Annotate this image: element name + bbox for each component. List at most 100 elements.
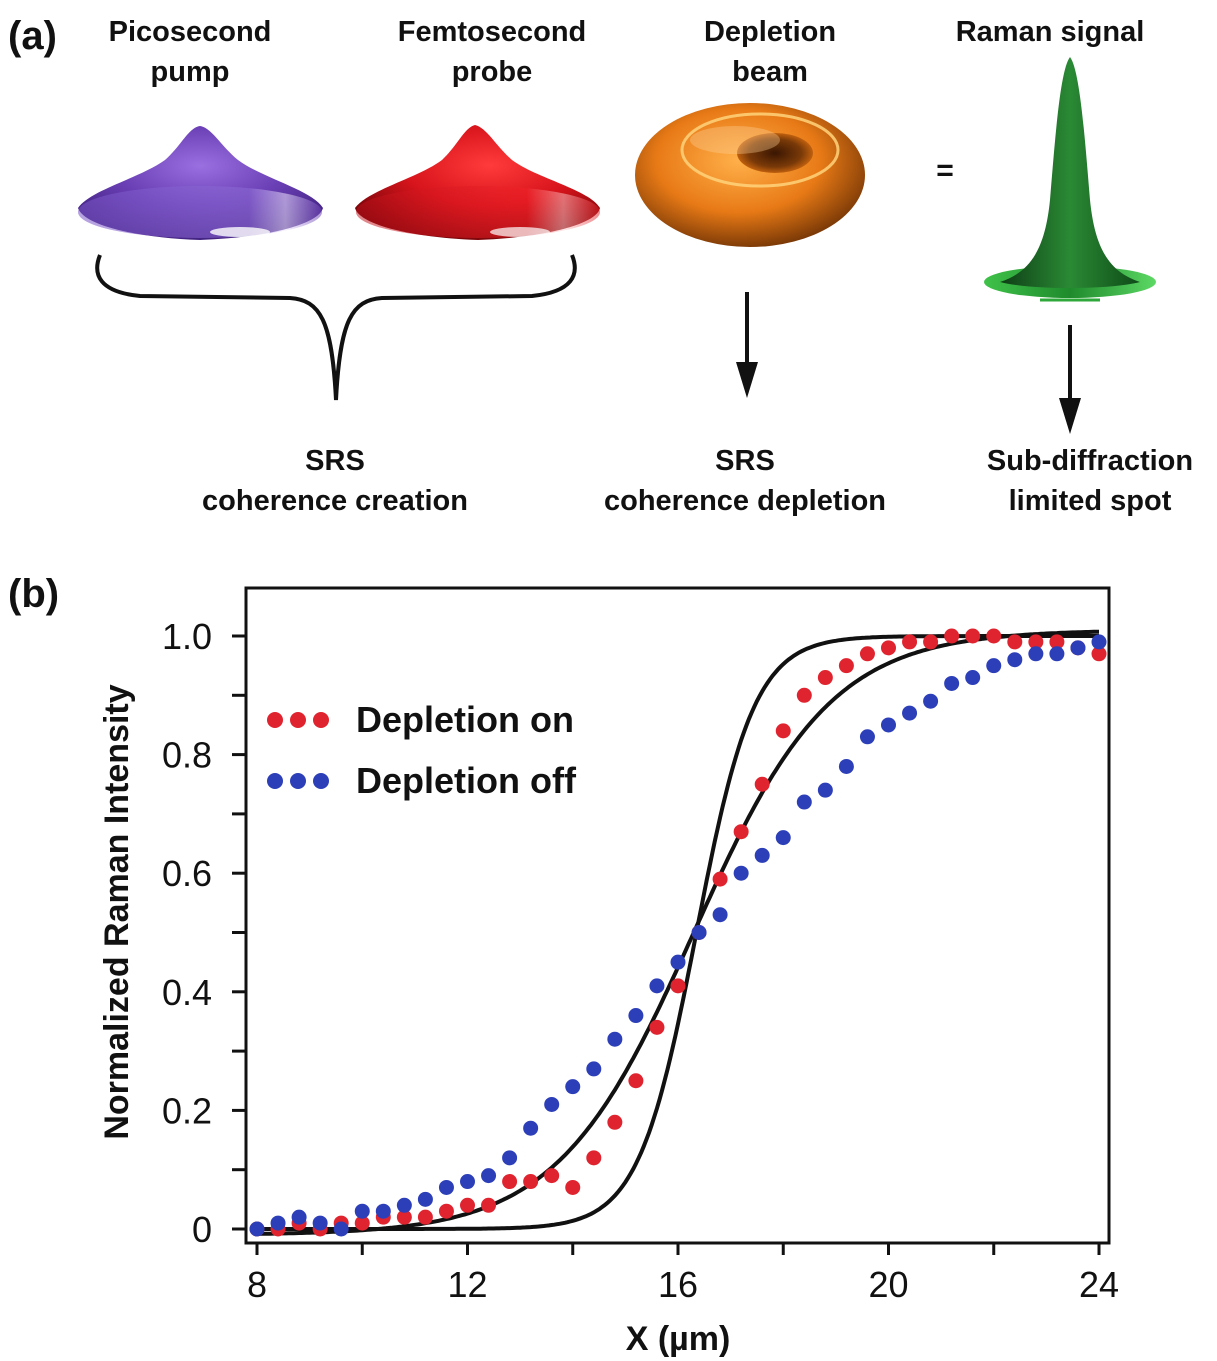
data-point-depletion-off bbox=[354, 1203, 370, 1219]
y-tick-label: 0.4 bbox=[162, 972, 212, 1013]
data-point-depletion-on bbox=[754, 776, 770, 792]
beam-title-pump-line2: pump bbox=[150, 56, 230, 88]
data-point-depletion-on bbox=[796, 687, 812, 703]
data-point-depletion-off bbox=[544, 1096, 560, 1112]
beam-title-probe-line1: Femtosecond bbox=[397, 16, 587, 48]
legend-dot bbox=[290, 773, 306, 789]
data-point-depletion-on bbox=[502, 1174, 518, 1190]
legend-dot bbox=[313, 773, 329, 789]
y-tick-label: 0 bbox=[192, 1209, 212, 1250]
data-point-depletion-on bbox=[628, 1073, 644, 1089]
data-point-depletion-on bbox=[523, 1174, 539, 1190]
beam-title-probe: Femtosecond probe bbox=[362, 12, 622, 92]
panel-a-illustration: = bbox=[78, 57, 1156, 434]
x-tick-label: 16 bbox=[658, 1264, 698, 1305]
data-point-depletion-off bbox=[586, 1061, 602, 1077]
data-point-depletion-off bbox=[523, 1120, 539, 1136]
beam-title-pump-line1: Picosecond bbox=[108, 16, 272, 48]
arrow-down-icon bbox=[1059, 325, 1081, 434]
stage-label-depletion: SRS coherence depletion bbox=[560, 441, 930, 521]
data-point-depletion-on bbox=[460, 1197, 475, 1213]
axis-ticks bbox=[232, 634, 1101, 1255]
data-point-depletion-off bbox=[923, 693, 939, 709]
data-point-depletion-off bbox=[565, 1079, 581, 1095]
data-point-depletion-off bbox=[670, 954, 686, 970]
stage-label-subdiffraction-line1: Sub-diffraction bbox=[986, 445, 1194, 477]
data-point-depletion-off bbox=[965, 670, 981, 686]
data-point-depletion-on bbox=[565, 1179, 581, 1195]
data-point-depletion-off bbox=[396, 1197, 412, 1213]
stage-label-subdiffraction-line2: limited spot bbox=[1008, 485, 1172, 517]
x-tick-label: 20 bbox=[868, 1264, 908, 1305]
data-point-depletion-off bbox=[375, 1203, 391, 1219]
stage-label-creation: SRS coherence creation bbox=[160, 441, 510, 521]
data-point-depletion-on bbox=[965, 628, 981, 644]
x-tick-label: 24 bbox=[1079, 1264, 1119, 1305]
raman-signal-shape bbox=[984, 57, 1156, 302]
data-point-depletion-off bbox=[691, 925, 707, 940]
data-point-depletion-off bbox=[1070, 640, 1086, 656]
data-point-depletion-on bbox=[586, 1150, 602, 1166]
data-point-depletion-off bbox=[1091, 634, 1107, 650]
beam-title-depletion: Depletion beam bbox=[650, 12, 890, 92]
data-point-depletion-on bbox=[881, 640, 896, 656]
data-point-depletion-off bbox=[733, 865, 749, 881]
pump-beam-shape bbox=[78, 126, 323, 240]
stage-label-depletion-line1: SRS bbox=[715, 445, 775, 477]
data-point-depletion-on bbox=[986, 628, 1002, 644]
x-tick-label: 8 bbox=[247, 1264, 267, 1305]
data-point-depletion-on bbox=[1091, 646, 1107, 662]
data-point-depletion-off bbox=[986, 658, 1002, 674]
x-axis-title: X (µm) bbox=[626, 1320, 731, 1358]
data-point-depletion-off bbox=[291, 1209, 307, 1225]
data-point-depletion-off bbox=[607, 1031, 623, 1047]
legend-marker-depletion-on bbox=[267, 712, 329, 728]
equals-sign: = bbox=[936, 154, 954, 187]
arrow-down-icon bbox=[736, 292, 758, 398]
legend-dot bbox=[267, 773, 283, 789]
stage-label-creation-line2: coherence creation bbox=[202, 485, 468, 517]
stage-label-depletion-line2: coherence depletion bbox=[603, 485, 886, 517]
legend-label-depletion-off: Depletion off bbox=[356, 760, 577, 801]
data-point-depletion-on bbox=[733, 824, 749, 840]
data-point-depletion-on bbox=[417, 1209, 433, 1225]
data-point-depletion-on bbox=[923, 634, 939, 650]
data-point-depletion-on bbox=[817, 670, 833, 686]
data-point-depletion-off bbox=[796, 794, 812, 810]
depletion-beam-shape bbox=[635, 103, 865, 247]
curly-brace bbox=[95, 254, 577, 401]
data-point-depletion-off bbox=[817, 782, 833, 798]
y-tick-labels: 0 0.2 0.4 0.6 0.8 1.0 bbox=[162, 616, 212, 1250]
data-points bbox=[249, 628, 1107, 1237]
data-point-depletion-on bbox=[775, 723, 791, 739]
y-tick-label: 0.2 bbox=[162, 1090, 212, 1131]
data-point-depletion-off bbox=[417, 1191, 433, 1207]
data-point-depletion-off bbox=[312, 1215, 328, 1231]
data-point-depletion-off bbox=[249, 1221, 265, 1237]
beam-title-depletion-line1: Depletion bbox=[703, 16, 837, 48]
data-point-depletion-on bbox=[859, 646, 875, 662]
data-point-depletion-off bbox=[859, 729, 875, 745]
data-point-depletion-off bbox=[775, 830, 791, 846]
data-point-depletion-off bbox=[754, 847, 770, 863]
data-point-depletion-off bbox=[270, 1215, 286, 1231]
legend-marker-depletion-off bbox=[267, 773, 329, 789]
data-point-depletion-off bbox=[902, 705, 918, 721]
data-point-depletion-on bbox=[438, 1203, 454, 1219]
stage-label-creation-line1: SRS bbox=[305, 445, 365, 477]
beam-title-raman-line1: Raman signal bbox=[955, 16, 1145, 48]
data-point-depletion-off bbox=[502, 1150, 518, 1166]
stage-label-subdiffraction: Sub-diffraction limited spot bbox=[955, 441, 1217, 521]
probe-beam-shape bbox=[355, 125, 600, 240]
x-tick-labels: 8 12 16 20 24 bbox=[247, 1264, 1119, 1305]
beam-title-pump: Picosecond pump bbox=[70, 12, 310, 92]
data-point-depletion-off bbox=[628, 1008, 644, 1024]
legend-label-depletion-on: Depletion on bbox=[356, 699, 574, 740]
x-tick-label: 12 bbox=[447, 1264, 487, 1305]
data-point-depletion-off bbox=[333, 1221, 349, 1237]
data-point-depletion-on bbox=[649, 1019, 665, 1035]
data-point-depletion-on bbox=[481, 1197, 497, 1213]
data-point-depletion-on bbox=[544, 1168, 560, 1184]
data-point-depletion-on bbox=[670, 978, 686, 994]
